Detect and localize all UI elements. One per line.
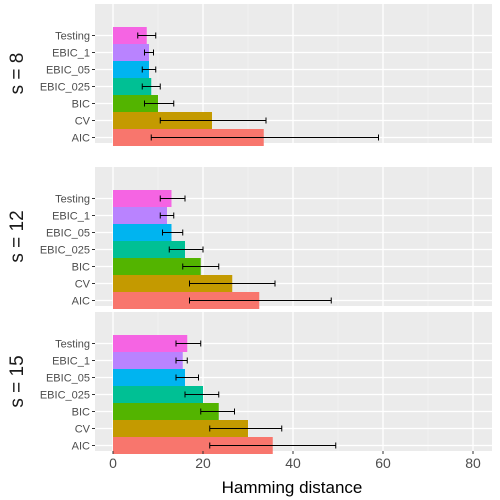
strip-background	[0, 167, 30, 306]
bar-bic	[113, 95, 158, 112]
x-axis-title: Hamming distance	[222, 478, 363, 497]
x-tick-label: 40	[285, 455, 301, 471]
bar-cv	[113, 420, 248, 437]
error-bar-ebic_05	[141, 66, 157, 73]
y-tick-label: CV	[75, 116, 91, 128]
panel-1: s = 8 Testing EBIC_1 EBIC_05 EBIC_025 BIC CV AI…	[0, 4, 492, 146]
error-bar-bic	[144, 100, 175, 107]
error-bar-ebic_025	[141, 83, 161, 90]
bar-testing	[113, 335, 188, 352]
error-bar-testing	[175, 340, 202, 347]
y-tick-label: EBIC_1	[52, 211, 90, 223]
x-tick-label: 20	[195, 455, 211, 471]
bar-ebic_025	[113, 386, 203, 403]
y-tick-label: AIC	[72, 296, 90, 308]
error-bar-ebic_05	[162, 229, 184, 236]
x-tick-label: 0	[109, 455, 117, 471]
y-tick-label: EBIC_025	[40, 245, 90, 257]
panel-2: s = 12 Testing EBIC_1 EBIC_05 EBIC_025 BIC CV A…	[0, 167, 492, 309]
bar-aic	[113, 292, 260, 309]
panel-strip-label: s = 12	[7, 210, 28, 262]
y-tick-label: EBIC_025	[40, 82, 90, 94]
bar-ebic_1	[113, 352, 183, 369]
bar-bic	[113, 258, 201, 275]
y-tick-label: EBIC_1	[52, 48, 90, 60]
y-tick-label: Testing	[55, 31, 90, 43]
error-bar-cv	[189, 280, 276, 287]
y-tick-label: EBIC_05	[46, 228, 90, 240]
error-bar-ebic_1	[144, 49, 154, 56]
y-tick-label: CV	[75, 424, 91, 436]
error-bar-ebic_05	[175, 374, 199, 381]
y-tick-label: BIC	[72, 262, 90, 274]
y-tick-label: CV	[75, 279, 91, 291]
bar-ebic_025	[113, 78, 152, 95]
y-tick-label: BIC	[72, 99, 90, 111]
y-tick-label: EBIC_05	[46, 373, 90, 385]
y-tick-label: AIC	[72, 133, 90, 145]
bar-ebic_1	[113, 44, 149, 61]
bar-aic	[113, 437, 273, 454]
error-bar-bic	[200, 408, 235, 415]
y-tick-label: BIC	[72, 407, 90, 419]
panel-strip-label: s = 8	[7, 53, 28, 95]
bar-ebic_05	[113, 61, 149, 78]
bar-bic	[113, 403, 219, 420]
error-bar-ebic_025	[184, 391, 220, 398]
error-bar-bic	[182, 263, 220, 270]
error-bar-ebic_1	[159, 212, 175, 219]
error-bar-testing	[159, 195, 186, 202]
bar-ebic_05	[113, 369, 185, 386]
bar-testing	[113, 190, 172, 207]
y-tick-label: EBIC_025	[40, 390, 90, 402]
bar-ebic_025	[113, 241, 185, 258]
strip-background	[0, 4, 30, 143]
x-tick-label: 60	[375, 455, 391, 471]
bar-ebic_05	[113, 224, 172, 241]
y-tick-label: EBIC_05	[46, 65, 90, 77]
error-bar-cv	[159, 117, 267, 124]
error-bar-aic	[150, 134, 379, 141]
y-tick-label: Testing	[55, 339, 90, 351]
y-tick-label: AIC	[72, 441, 90, 453]
error-bar-ebic_1	[175, 357, 188, 364]
error-bar-testing	[137, 32, 157, 39]
error-bar-aic	[209, 442, 337, 449]
bar-ebic_1	[113, 207, 167, 224]
error-bar-cv	[209, 425, 283, 432]
error-bar-ebic_025	[168, 246, 204, 253]
strip-background	[0, 312, 30, 451]
panel-strip-label: s = 15	[7, 355, 28, 407]
y-tick-label: Testing	[55, 194, 90, 206]
x-tick-label: 80	[465, 455, 481, 471]
panel-3: s = 15 Testing EBIC_1 EBIC_05 EBIC_025 BIC CV A…	[0, 312, 492, 454]
bar-testing	[113, 27, 147, 44]
y-tick-label: EBIC_1	[52, 356, 90, 368]
bar-cv	[113, 275, 233, 292]
error-bar-aic	[189, 297, 332, 304]
